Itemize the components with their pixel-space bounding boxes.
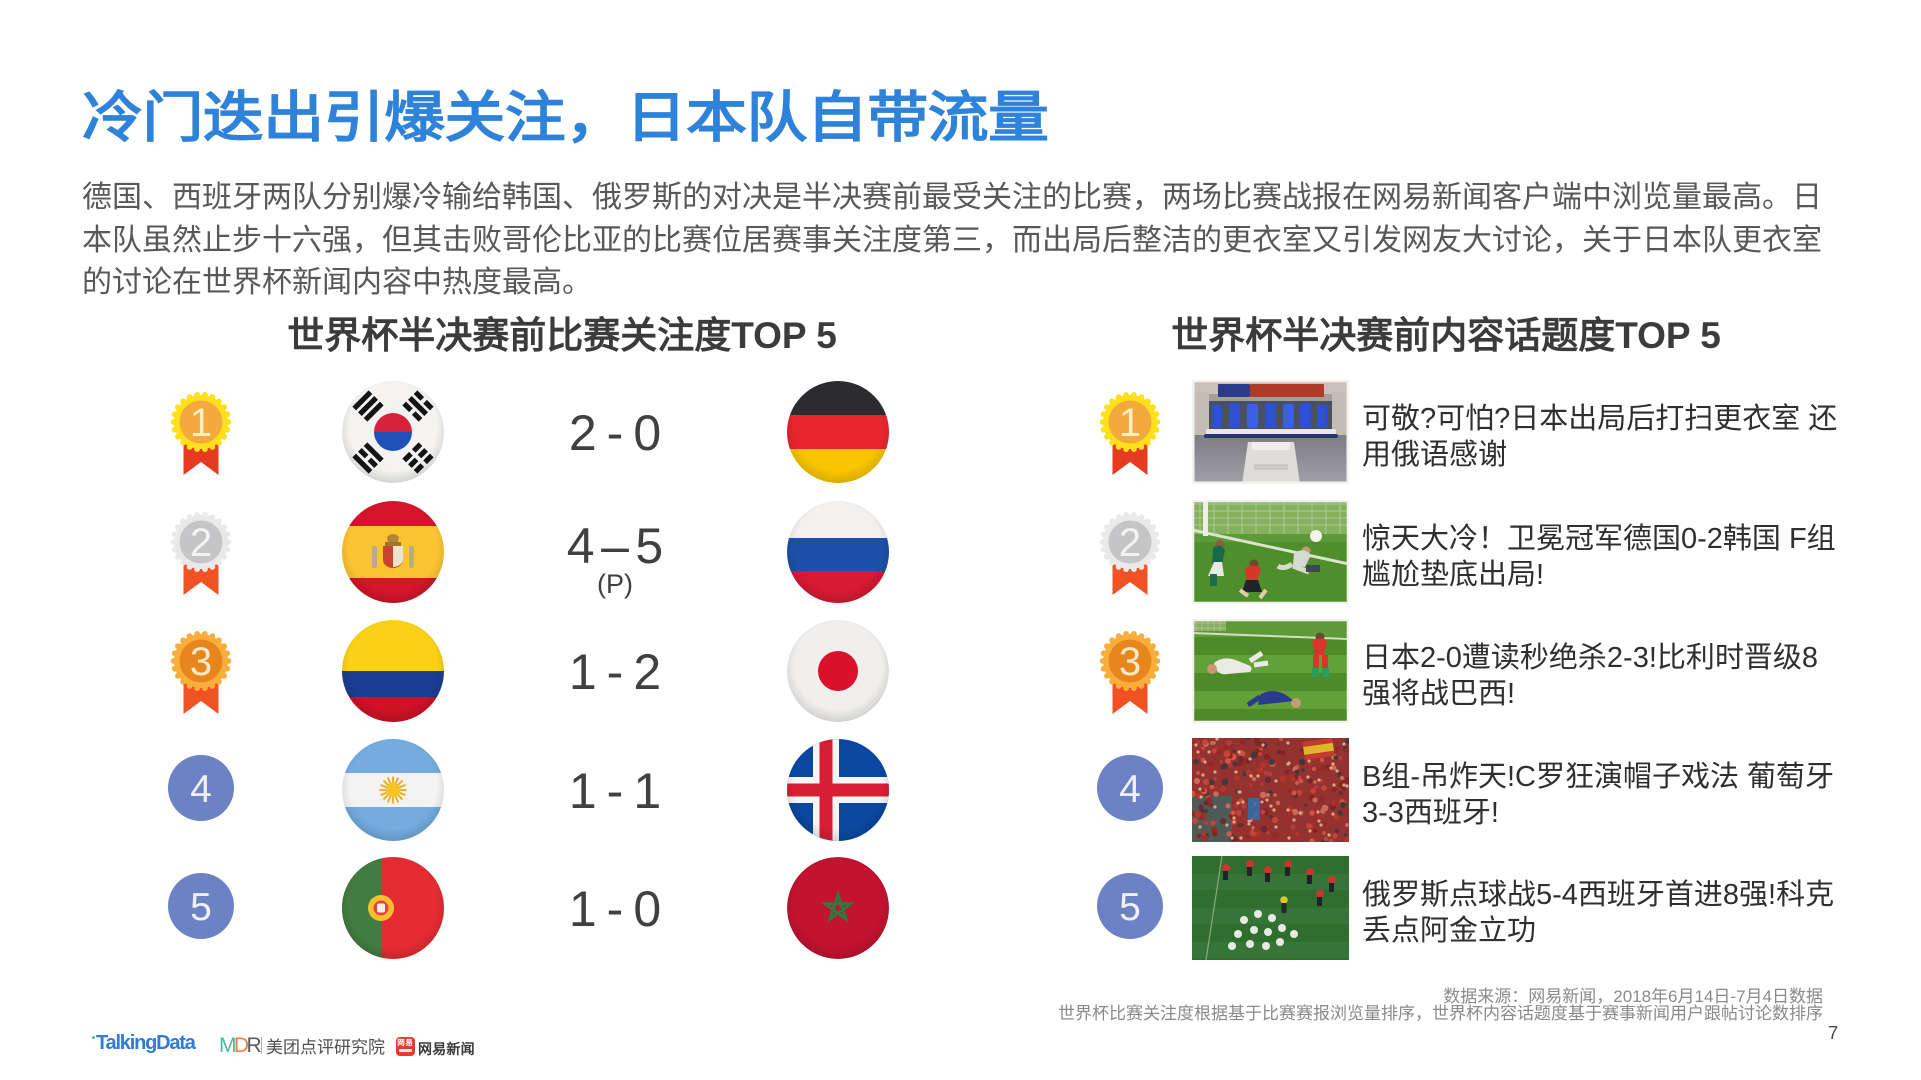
svg-text:4: 4 [190,768,212,811]
svg-text:4: 4 [1119,768,1141,811]
svg-text:5: 5 [190,886,212,929]
svg-text:5: 5 [1119,886,1141,929]
svg-text:1: 1 [190,401,212,445]
svg-text:1: 1 [1119,401,1141,445]
svg-text:3: 3 [190,640,212,684]
svg-text:3: 3 [1119,640,1141,684]
svg-text:2: 2 [190,521,212,565]
svg-text:2: 2 [1119,521,1141,565]
